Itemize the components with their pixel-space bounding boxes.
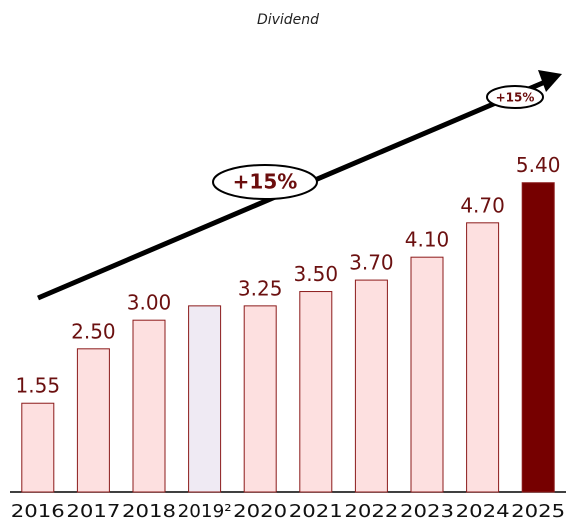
bar [354, 279, 388, 493]
x-tick-label: 2019² [178, 501, 232, 522]
x-tick-label: 2020 [233, 501, 287, 522]
bar [521, 182, 555, 493]
annotation-oval [486, 85, 544, 109]
x-tick-label: 2023 [400, 501, 454, 522]
value-label: 1.55 [16, 374, 61, 398]
value-label: 3.50 [294, 262, 339, 286]
x-tick-label: 2021 [289, 501, 343, 522]
bar [466, 222, 500, 493]
bar [188, 305, 222, 493]
annotation-oval [212, 164, 318, 200]
value-label: 4.70 [460, 193, 505, 217]
chart-title: Dividend [257, 12, 319, 28]
bar [132, 319, 166, 493]
bar [299, 291, 333, 493]
bar [76, 348, 110, 493]
value-label: 5.40 [516, 153, 561, 177]
x-tick-label: 2016 [11, 501, 65, 522]
annotation: +15% [496, 91, 535, 105]
x-tick-label: 2022 [344, 501, 398, 522]
value-label: 3.00 [127, 291, 172, 315]
value-label: 4.10 [405, 228, 450, 252]
bar [243, 305, 277, 493]
arrow-head [538, 70, 562, 92]
bar [21, 402, 55, 493]
value-label: 3.70 [349, 251, 394, 275]
x-tick-label: 2024 [456, 501, 510, 522]
bar [410, 256, 444, 493]
value-label: 2.50 [71, 319, 116, 343]
x-tick-label: 2017 [66, 501, 120, 522]
x-tick-label: 2025 [511, 501, 565, 522]
annotation: +15% [233, 170, 298, 194]
value-label: 3.25 [238, 276, 283, 300]
x-tick-label: 2018 [122, 501, 176, 522]
